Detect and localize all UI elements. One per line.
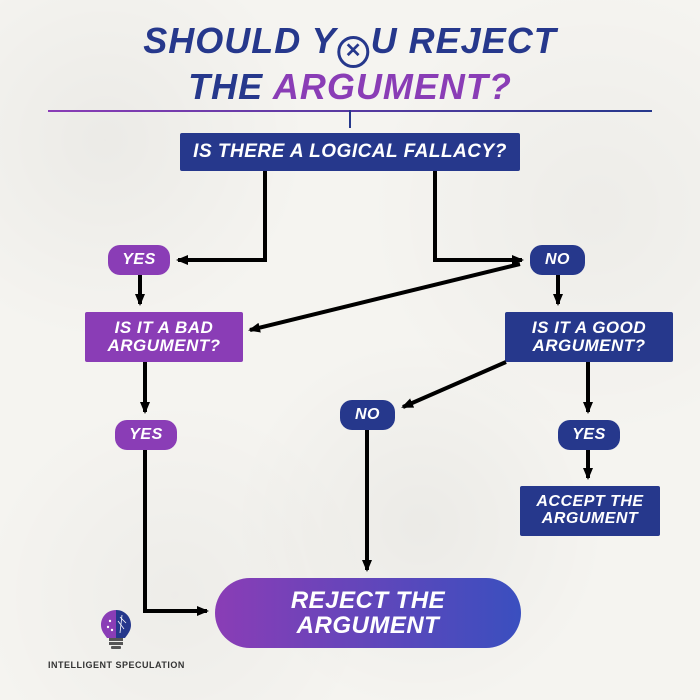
x-circle-icon: ✕ [338,36,370,68]
title-part4: ARGUMENT? [273,66,512,107]
title-part2: U REJECT [371,20,557,61]
page-title: SHOULD Y✕U REJECT THE ARGUMENT? [143,22,556,105]
lightbulb-icon [94,607,138,651]
title-part3: THE [188,66,273,107]
brand-logo: INTELLIGENT SPECULATION [48,607,185,670]
node-q_good: IS IT A GOOD ARGUMENT? [505,312,673,362]
title-part1: SHOULD Y [143,20,336,61]
node-no1: NO [530,245,585,275]
node-yes2: YES [115,420,177,450]
brand-name: INTELLIGENT SPECULATION [48,660,185,670]
node-no2: NO [340,400,395,430]
node-accept: ACCEPT THE ARGUMENT [520,486,660,536]
node-yes1: YES [108,245,170,275]
node-reject: REJECT THE ARGUMENT [215,578,521,648]
node-yes3: YES [558,420,620,450]
divider-tick [349,110,351,128]
node-q_bad: IS IT A BAD ARGUMENT? [85,312,243,362]
node-q_fallacy: IS THERE A LOGICAL FALLACY? [180,133,520,171]
